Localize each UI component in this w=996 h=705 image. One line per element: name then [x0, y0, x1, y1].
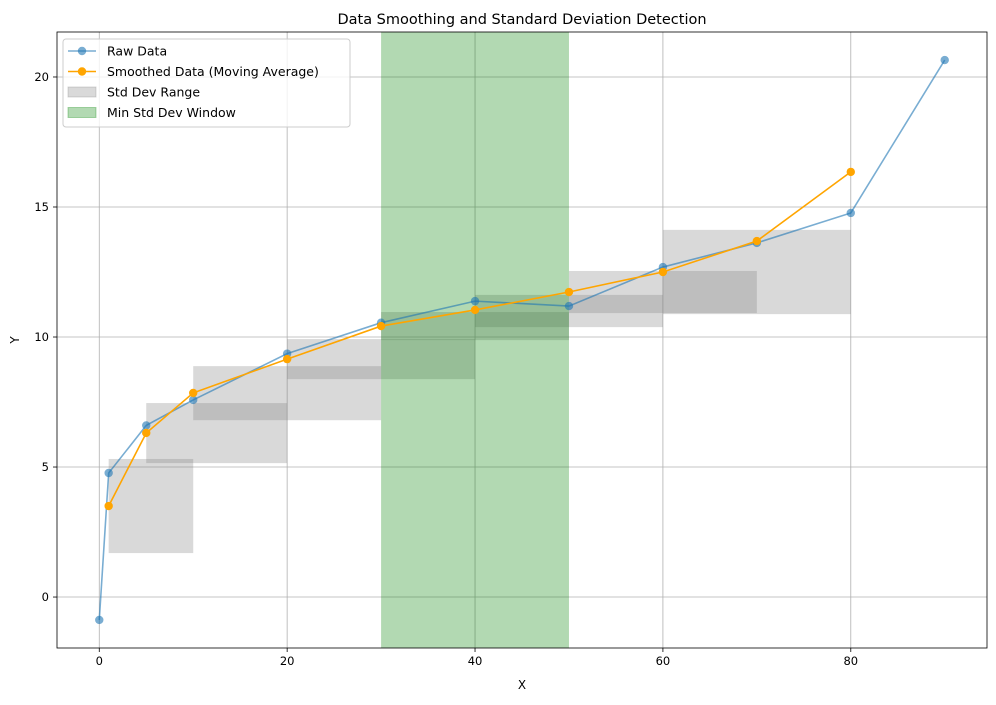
y-tick-label: 10 — [34, 330, 49, 344]
plot-content — [57, 32, 987, 648]
x-tick-label: 60 — [656, 654, 671, 668]
legend-min-std-dev-window-label: Min Std Dev Window — [107, 105, 236, 120]
smoothed-data-line — [107, 171, 852, 507]
legend-raw-data-label: Raw Data — [107, 44, 167, 59]
x-tick-label: 80 — [843, 654, 858, 668]
std-dev-range-rect — [475, 294, 663, 328]
y-tick-label: 15 — [34, 200, 49, 214]
plot-area: 0 20 40 60 80 0 5 10 15 20 — [34, 31, 988, 668]
std-dev-range-rect — [108, 458, 194, 554]
smoothed-data-point — [564, 287, 574, 297]
raw-data-point — [940, 55, 949, 65]
legend-min-std-dev-window-patch — [67, 107, 97, 118]
smoothed-data-point — [470, 305, 480, 315]
smoothed-data-point — [376, 321, 386, 331]
legend-std-dev-range-patch — [67, 86, 97, 98]
std-dev-range-rect — [287, 339, 476, 380]
smoothed-data-point — [752, 236, 762, 246]
smoothed-data-point — [189, 388, 198, 398]
y-tick-label: 5 — [42, 460, 49, 474]
y-tick-label: 0 — [42, 590, 49, 604]
std-dev-range-rect — [381, 312, 569, 341]
legend-raw-data-marker — [77, 46, 87, 56]
raw-data-point — [470, 296, 480, 306]
smoothed-data-point — [282, 354, 292, 364]
x-tick-label: 40 — [468, 654, 483, 668]
std-dev-range-rect — [193, 366, 382, 421]
y-axis-label: Y — [8, 336, 22, 345]
x-axis-label: X — [518, 678, 526, 692]
legend: Raw Data Smoothed Data (Moving Average) St… — [62, 38, 351, 128]
raw-data-point — [104, 468, 113, 478]
std-dev-range-rect — [568, 270, 757, 314]
raw-data-point — [189, 395, 198, 405]
raw-data-line — [98, 59, 946, 620]
raw-data-point — [564, 301, 574, 311]
smoothed-data-point — [846, 167, 855, 177]
y-tick-label: 20 — [34, 70, 49, 84]
legend-smoothed-data-label: Smoothed Data (Moving Average) — [107, 64, 319, 79]
legend-smoothed-data-marker — [77, 67, 87, 76]
chart-title: Data Smoothing and Standard Deviation De… — [337, 12, 706, 28]
x-tick-label: 0 — [96, 654, 103, 668]
x-tick-label: 20 — [280, 654, 295, 668]
smoothed-data-point — [104, 501, 113, 511]
axes-frame — [56, 31, 988, 649]
legend-frame — [62, 38, 351, 128]
smoothed-data-point — [142, 428, 151, 438]
min-std-dev-window — [381, 32, 569, 648]
raw-data-point — [846, 208, 855, 218]
legend-std-dev-range-label: Std Dev Range — [107, 85, 200, 100]
raw-data-point — [142, 421, 151, 430]
smoothed-data-point — [658, 267, 668, 277]
raw-data-point — [95, 615, 104, 625]
